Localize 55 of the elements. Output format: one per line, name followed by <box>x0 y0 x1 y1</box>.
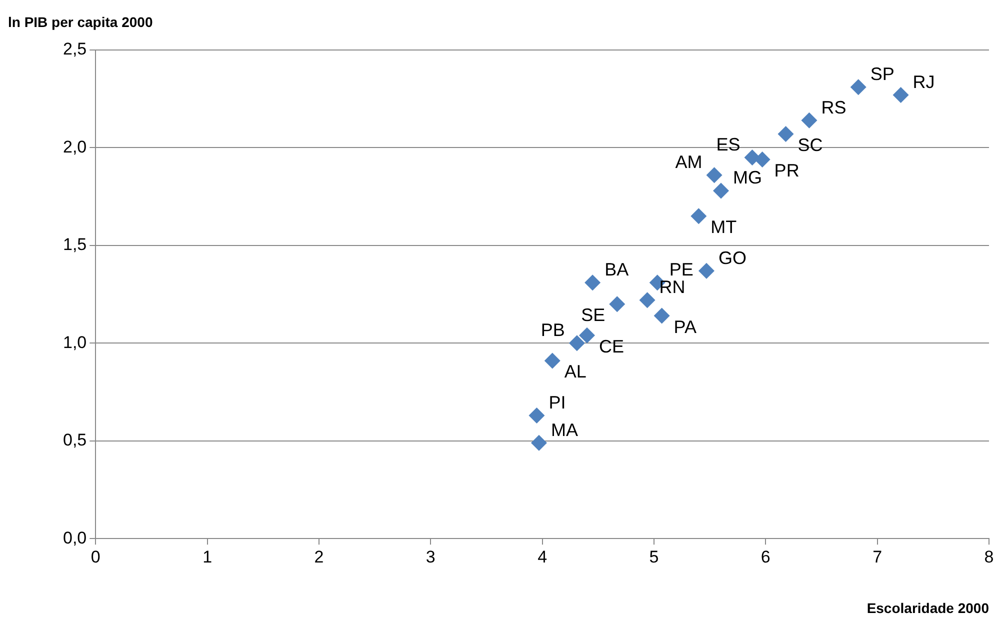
point <box>584 274 601 291</box>
x-tick-label: 0 <box>90 547 100 566</box>
point <box>690 208 707 224</box>
annotation: SE <box>581 305 606 326</box>
annotation: PI <box>548 392 566 412</box>
x-tick-label: 8 <box>984 547 994 566</box>
annotation: RJ <box>912 72 935 92</box>
y-axis-title: ln PIB per capita 2000 <box>8 14 153 30</box>
x-tick-label: 2 <box>314 547 324 566</box>
point <box>609 296 626 312</box>
point <box>754 151 770 168</box>
annotation: PA <box>674 316 696 337</box>
point <box>850 79 866 96</box>
point <box>778 126 794 142</box>
point <box>530 434 547 451</box>
annotation: BA <box>604 260 629 280</box>
annotation: MG <box>732 168 762 188</box>
annotation: AL <box>564 362 586 382</box>
x-tick-label: 4 <box>538 547 548 566</box>
point <box>892 86 909 103</box>
x-tick-label: 5 <box>649 547 659 566</box>
point <box>712 182 729 199</box>
point <box>528 407 545 424</box>
annotation: MA <box>550 420 578 440</box>
annotation: CE <box>598 336 624 356</box>
point <box>801 112 818 128</box>
point <box>544 352 560 369</box>
annotation: SC <box>798 135 823 156</box>
point <box>706 167 722 184</box>
x-tick-label: 7 <box>872 547 882 566</box>
annotation: PB <box>540 320 565 340</box>
x-tick-label: 1 <box>202 547 212 566</box>
y-tick-label: 1,0 <box>62 332 87 352</box>
annotation: PE <box>669 260 694 280</box>
annotation: ES <box>716 134 740 154</box>
y-tick-label: 0,0 <box>62 528 87 548</box>
x-tick-label: 3 <box>426 547 436 566</box>
y-tick-label: 2,0 <box>62 137 87 156</box>
y-tick-label: 1,5 <box>62 235 87 254</box>
point <box>698 262 714 279</box>
point <box>568 335 585 352</box>
y-tick-label: 0,5 <box>62 430 87 450</box>
point <box>578 327 595 344</box>
annotation: GO <box>718 248 746 268</box>
annotation: AM <box>675 152 702 172</box>
point <box>654 308 670 324</box>
annotation: PR <box>774 160 800 180</box>
point <box>639 292 656 308</box>
x-tick-label: 6 <box>760 547 770 566</box>
annotation: MT <box>710 217 737 238</box>
y-tick-label: 2,5 <box>62 40 87 59</box>
annotation: RS <box>821 97 846 118</box>
annotation: SP <box>870 64 894 84</box>
annotation: RN <box>659 277 686 298</box>
x-axis-title: Escolaridade 2000 <box>866 600 989 616</box>
